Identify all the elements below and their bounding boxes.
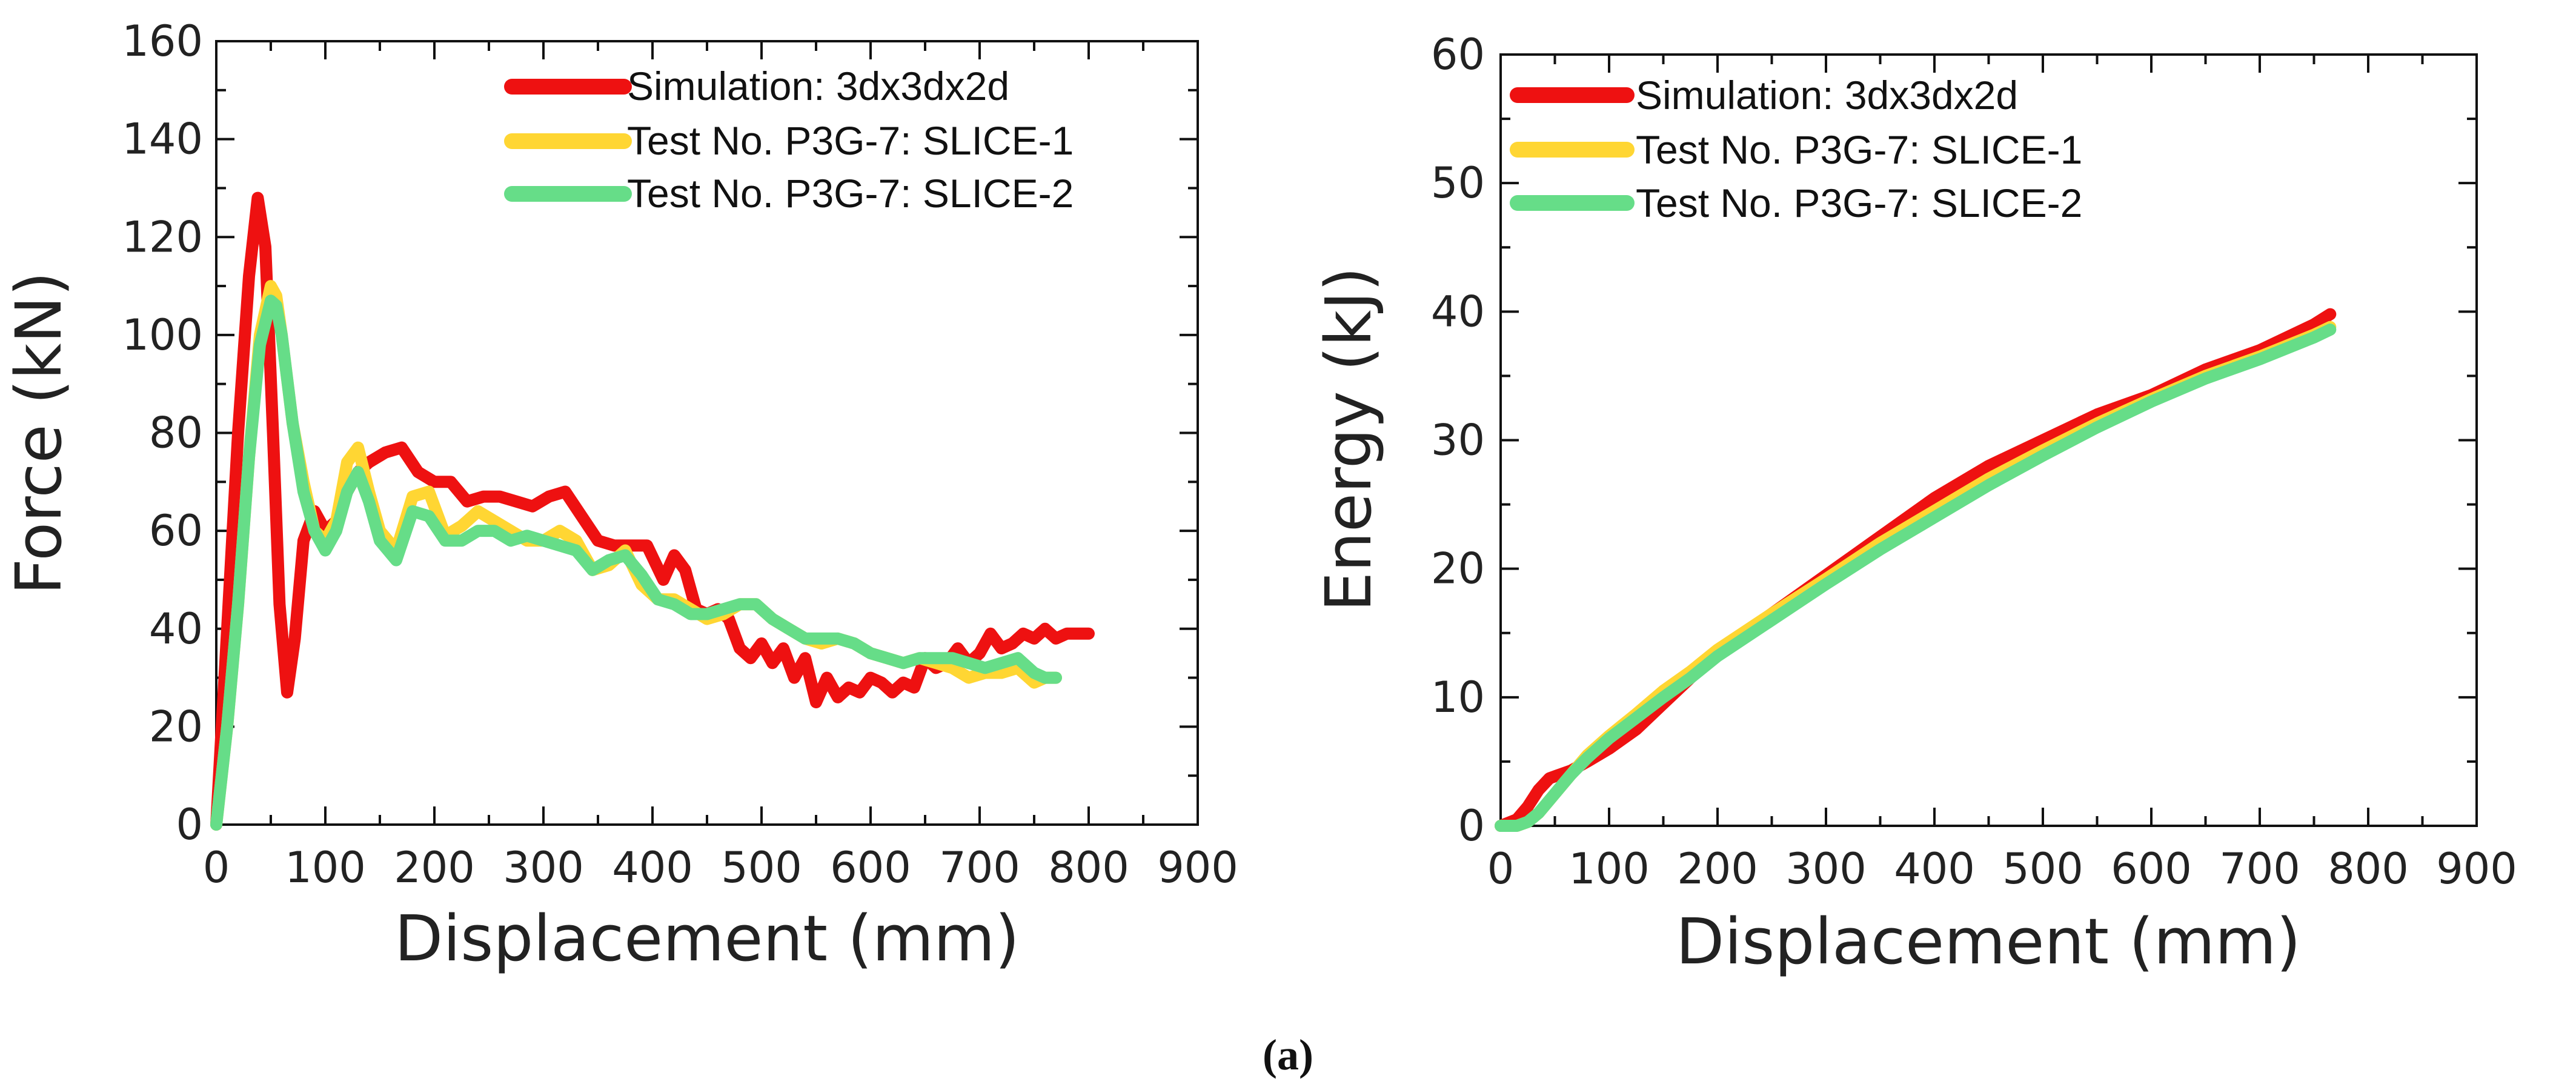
energy-y-tick-label: 30 <box>1431 416 1485 465</box>
force-series-line-test-no-p3g-7-slice-2 <box>210 294 1062 831</box>
energy-x-tick-label: 600 <box>2111 844 2192 894</box>
force-chart-legend: Simulation: 3dx3dx2d Test No. P3G-7: SLI… <box>504 64 1074 216</box>
energy-legend-label-slice-1: Test No. P3G-7: SLICE-1 <box>1636 127 2082 172</box>
force-y-tick-label: 120 <box>122 212 203 262</box>
energy-y-tick-label: 60 <box>1431 30 1485 79</box>
force-chart-tick-labels: 0 100 200 300 400 500 600 700 800 900 0 20 40 60 80 100… <box>122 16 1238 892</box>
force-chart-x-axis-label: Displacement (mm) <box>394 902 1020 975</box>
energy-x-tick-label: 900 <box>2436 844 2517 894</box>
force-y-tick-label: 40 <box>149 604 203 654</box>
force-x-tick-label: 600 <box>830 843 911 892</box>
force-chart-series <box>210 191 1095 831</box>
energy-x-tick-label: 800 <box>2328 844 2409 894</box>
energy-y-tick-label: 10 <box>1431 673 1485 722</box>
energy-x-tick-label: 400 <box>1894 844 1975 894</box>
energy-x-tick-label: 300 <box>1785 844 1867 894</box>
force-y-tick-label: 60 <box>149 506 203 556</box>
force-legend-label-simulation: Simulation: 3dx3dx2d <box>627 64 1009 108</box>
energy-x-tick-label: 500 <box>2002 844 2083 894</box>
energy-chart-x-axis-label: Displacement (mm) <box>1676 905 2301 979</box>
energy-chart-y-axis-label: Energy (kJ) <box>1312 267 1386 611</box>
force-legend-label-slice-2: Test No. P3G-7: SLICE-2 <box>627 171 1074 216</box>
energy-chart-series <box>1495 308 2337 832</box>
energy-y-tick-label: 40 <box>1431 287 1485 336</box>
force-chart-ticks <box>215 40 1199 826</box>
energy-chart-ticks <box>1499 53 2478 827</box>
force-x-tick-label: 0 <box>203 843 230 892</box>
energy-y-tick-label: 50 <box>1431 158 1485 208</box>
force-chart: 0 100 200 300 400 500 600 700 800 900 0 20 40 60 80 100… <box>2 16 1238 975</box>
energy-x-tick-label: 0 <box>1487 844 1515 894</box>
energy-chart-legend: Simulation: 3dx3dx2d Test No. P3G-7: SLI… <box>1510 73 2082 225</box>
force-y-tick-label: 80 <box>149 408 203 458</box>
energy-series-line-test-no-p3g-7-slice-2 <box>1495 324 2337 832</box>
force-x-tick-label: 400 <box>612 843 693 892</box>
energy-series-line-test-no-p3g-7-slice-1 <box>1495 321 2337 832</box>
force-y-tick-label: 0 <box>176 800 203 849</box>
force-y-tick-label: 20 <box>149 702 203 751</box>
force-x-tick-label: 900 <box>1157 843 1238 892</box>
force-y-tick-label: 140 <box>122 115 203 164</box>
energy-y-tick-label: 0 <box>1458 801 1485 851</box>
force-x-tick-label: 300 <box>503 843 584 892</box>
force-x-tick-label: 700 <box>939 843 1020 892</box>
force-x-tick-label: 100 <box>285 843 366 892</box>
force-legend-label-slice-1: Test No. P3G-7: SLICE-1 <box>627 118 1074 163</box>
force-y-tick-label: 100 <box>122 310 203 360</box>
energy-y-tick-label: 20 <box>1431 544 1485 594</box>
energy-x-tick-label: 700 <box>2219 844 2300 894</box>
force-x-tick-label: 200 <box>394 843 475 892</box>
force-x-tick-label: 500 <box>721 843 802 892</box>
energy-x-tick-label: 200 <box>1677 844 1758 894</box>
energy-legend-label-slice-2: Test No. P3G-7: SLICE-2 <box>1636 181 2082 225</box>
force-chart-y-axis-label: Force (kN) <box>2 271 76 595</box>
force-series-line-test-no-p3g-7-slice-1 <box>210 280 1062 831</box>
energy-series-line-simulation-3dx3dx2d <box>1495 308 2337 832</box>
energy-x-tick-label: 100 <box>1569 844 1650 894</box>
figure-caption: (a) <box>1263 1031 1313 1079</box>
force-y-tick-label: 160 <box>122 16 203 66</box>
force-x-tick-label: 800 <box>1048 843 1129 892</box>
energy-legend-label-simulation: Simulation: 3dx3dx2d <box>1636 73 2018 118</box>
energy-chart: 0 100 200 300 400 500 600 700 800 900 0 10 20 30 40 50 6… <box>1312 30 2517 979</box>
energy-chart-tick-labels: 0 100 200 300 400 500 600 700 800 900 0 10 20 30 40 50 6… <box>1431 30 2517 894</box>
